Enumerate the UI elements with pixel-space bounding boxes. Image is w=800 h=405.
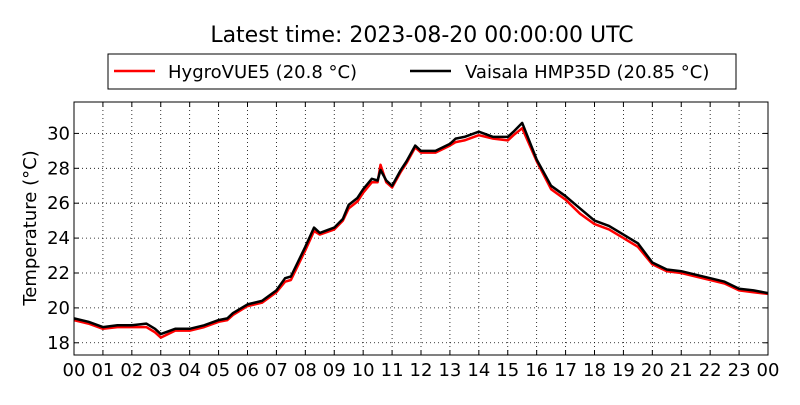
x-tick-label: 21 xyxy=(670,360,693,381)
x-tick-label: 04 xyxy=(178,360,201,381)
x-tick-label: 00 xyxy=(757,360,780,381)
chart-title: Latest time: 2023-08-20 00:00:00 UTC xyxy=(210,23,633,48)
legend-label-vaisala: Vaisala HMP35D (20.85 °C) xyxy=(465,62,709,83)
y-tick-label: 22 xyxy=(47,263,70,284)
y-axis-label: Temperature (°C) xyxy=(20,150,41,306)
x-tick-label: 07 xyxy=(265,360,288,381)
x-tick-label: 08 xyxy=(294,360,317,381)
x-tick-label: 01 xyxy=(91,360,114,381)
x-tick-label: 19 xyxy=(612,360,635,381)
y-tick-label: 20 xyxy=(47,298,70,319)
y-tick-label: 30 xyxy=(47,123,70,144)
x-tick-label: 14 xyxy=(467,360,490,381)
x-tick-label: 18 xyxy=(583,360,606,381)
x-tick-label: 17 xyxy=(554,360,577,381)
x-tick-label: 23 xyxy=(728,360,751,381)
x-tick-label: 12 xyxy=(410,360,433,381)
series-layer xyxy=(73,121,769,339)
x-tick-label: 03 xyxy=(149,360,172,381)
x-tick-label: 22 xyxy=(699,360,722,381)
series-line-vaisala-hmp35d xyxy=(73,121,769,336)
x-tick-label: 11 xyxy=(381,360,404,381)
legend: HygroVUE5 (20.8 °C) Vaisala HMP35D (20.8… xyxy=(107,53,737,90)
x-tick-label: 05 xyxy=(207,360,230,381)
y-tick-label: 18 xyxy=(47,333,70,354)
x-tick-label: 06 xyxy=(236,360,259,381)
y-axis: 18 20 22 24 26 28 30 xyxy=(47,123,768,354)
y-tick-label: 26 xyxy=(47,193,70,214)
legend-label-hygrovue: HygroVUE5 (20.8 °C) xyxy=(168,62,357,83)
x-tick-label: 02 xyxy=(120,360,143,381)
y-tick-label: 24 xyxy=(47,228,70,249)
x-tick-label: 13 xyxy=(438,360,461,381)
x-tick-label: 15 xyxy=(496,360,519,381)
grid xyxy=(74,102,768,355)
x-tick-label: 10 xyxy=(352,360,375,381)
x-tick-label: 00 xyxy=(63,360,86,381)
x-tick-label: 20 xyxy=(641,360,664,381)
x-tick-label: 09 xyxy=(323,360,346,381)
y-tick-label: 28 xyxy=(47,158,70,179)
x-axis: 00 01 02 03 04 05 06 07 08 09 10 11 12 13 14 15 16 17 18 19… xyxy=(63,102,780,381)
x-tick-label: 16 xyxy=(525,360,548,381)
series-line-hygrovue5 xyxy=(73,126,769,339)
plot-frame xyxy=(73,101,769,356)
